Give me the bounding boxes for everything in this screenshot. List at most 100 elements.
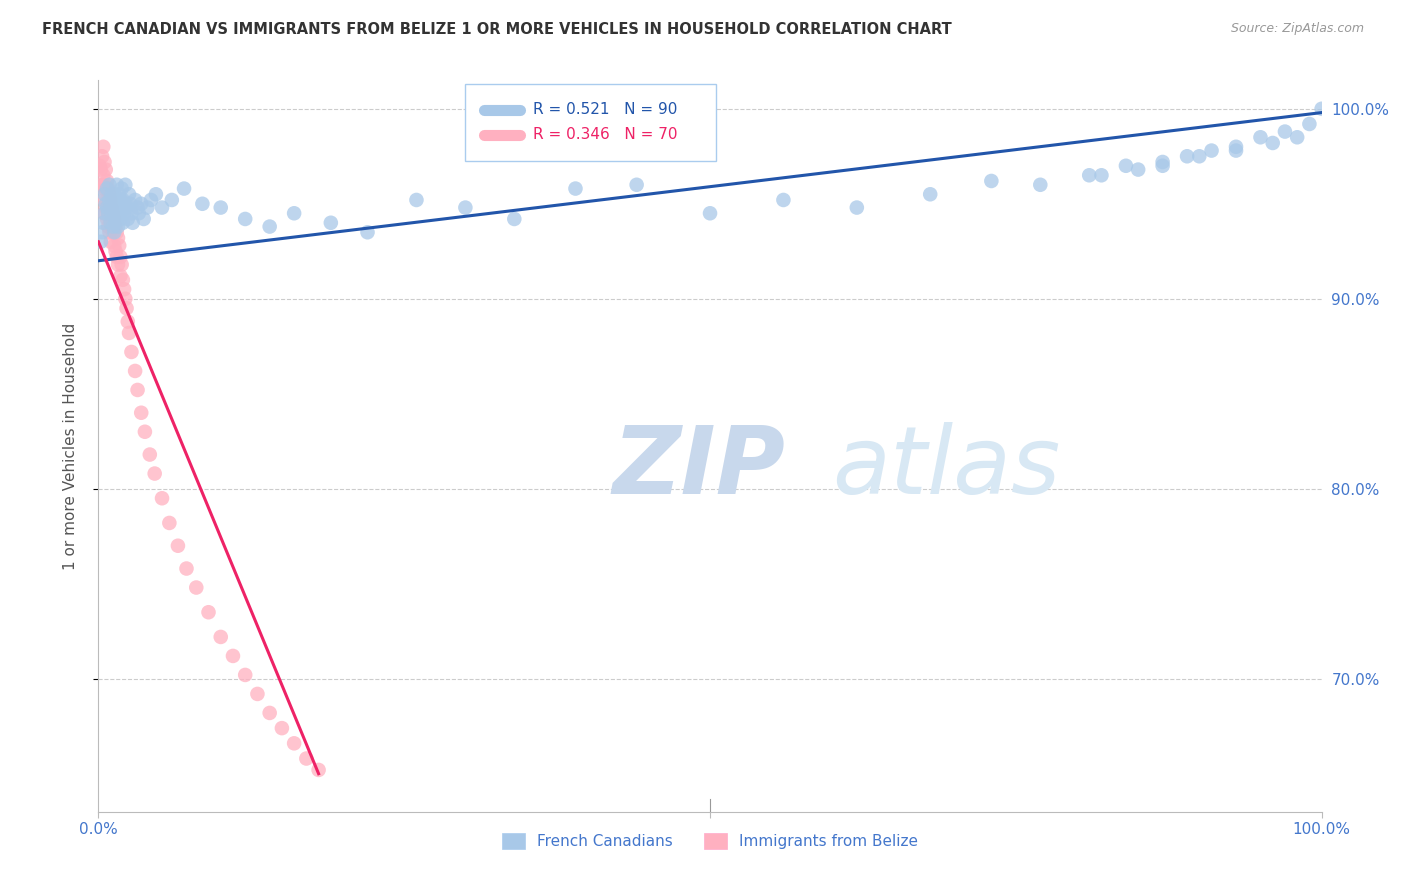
Point	[114, 178, 136, 192]
Point	[93, 178, 115, 192]
Point	[233, 668, 256, 682]
Point	[100, 193, 122, 207]
Point	[98, 187, 121, 202]
Point	[94, 162, 117, 177]
Point	[101, 201, 124, 215]
Point	[117, 314, 139, 328]
Point	[104, 219, 127, 234]
Text: Source: ZipAtlas.com: Source: ZipAtlas.com	[1230, 22, 1364, 36]
Point	[191, 196, 214, 211]
Point	[97, 206, 120, 220]
Point	[246, 687, 269, 701]
Point	[114, 196, 136, 211]
Point	[101, 219, 124, 234]
Point	[197, 605, 219, 619]
Point	[118, 187, 141, 202]
Point	[111, 273, 134, 287]
Point	[1029, 178, 1052, 192]
Point	[97, 201, 120, 215]
Point	[1286, 130, 1309, 145]
Point	[283, 206, 305, 220]
Point	[233, 211, 256, 226]
Point	[115, 301, 138, 316]
Point	[103, 225, 125, 239]
Point	[157, 516, 180, 530]
Point	[139, 448, 162, 462]
Point	[93, 193, 115, 207]
Point	[1152, 159, 1174, 173]
Point	[1188, 149, 1211, 163]
Point	[101, 219, 124, 234]
Point	[111, 181, 134, 195]
Point	[129, 196, 152, 211]
Point	[104, 201, 127, 215]
Point	[454, 201, 477, 215]
Point	[176, 561, 198, 575]
Point	[96, 201, 118, 215]
Point	[1261, 136, 1284, 150]
Point	[139, 193, 162, 207]
Point	[1128, 162, 1150, 177]
Point	[91, 225, 114, 239]
Point	[96, 193, 118, 207]
Point	[93, 206, 115, 220]
Point	[110, 211, 132, 226]
Point	[150, 201, 173, 215]
Point	[103, 187, 125, 202]
Point	[90, 235, 112, 249]
Point	[1225, 144, 1247, 158]
Point	[103, 238, 125, 252]
Point	[105, 250, 128, 264]
Point	[100, 216, 122, 230]
Point	[134, 425, 156, 439]
Point	[270, 721, 294, 735]
Point	[114, 292, 136, 306]
Point	[103, 206, 125, 220]
Point	[150, 491, 173, 506]
Point	[1225, 140, 1247, 154]
Point	[108, 238, 131, 252]
Point	[101, 206, 124, 220]
Point	[127, 383, 149, 397]
Point	[105, 211, 128, 226]
Point	[699, 206, 721, 220]
Point	[1274, 125, 1296, 139]
Point	[98, 225, 121, 239]
Point	[209, 201, 232, 215]
Point	[104, 244, 127, 259]
Text: R = 0.521   N = 90: R = 0.521 N = 90	[533, 103, 678, 118]
Text: R = 0.346   N = 70: R = 0.346 N = 70	[533, 128, 678, 143]
Point	[101, 187, 124, 202]
Point	[93, 206, 115, 220]
Point	[93, 187, 115, 202]
Point	[94, 196, 117, 211]
Text: FRENCH CANADIAN VS IMMIGRANTS FROM BELIZE 1 OR MORE VEHICLES IN HOUSEHOLD CORREL: FRENCH CANADIAN VS IMMIGRANTS FROM BELIZ…	[42, 22, 952, 37]
FancyBboxPatch shape	[465, 84, 716, 161]
Point	[107, 231, 129, 245]
Point	[112, 282, 135, 296]
Point	[108, 187, 131, 202]
Point	[167, 539, 190, 553]
Point	[90, 162, 112, 177]
Point	[1175, 149, 1198, 163]
Point	[96, 181, 118, 195]
Point	[101, 225, 124, 239]
Point	[209, 630, 232, 644]
Point	[91, 168, 114, 182]
Point	[91, 216, 114, 230]
Point	[128, 206, 150, 220]
Point	[94, 201, 117, 215]
Point	[111, 193, 134, 207]
Point	[107, 219, 129, 234]
Point	[111, 201, 134, 215]
Point	[108, 206, 131, 220]
Point	[121, 216, 143, 230]
Point	[124, 193, 146, 207]
Point	[112, 206, 135, 220]
Point	[129, 406, 152, 420]
Point	[94, 181, 117, 195]
Point	[173, 181, 195, 195]
Point	[920, 187, 942, 202]
Point	[772, 193, 794, 207]
Point	[105, 193, 128, 207]
